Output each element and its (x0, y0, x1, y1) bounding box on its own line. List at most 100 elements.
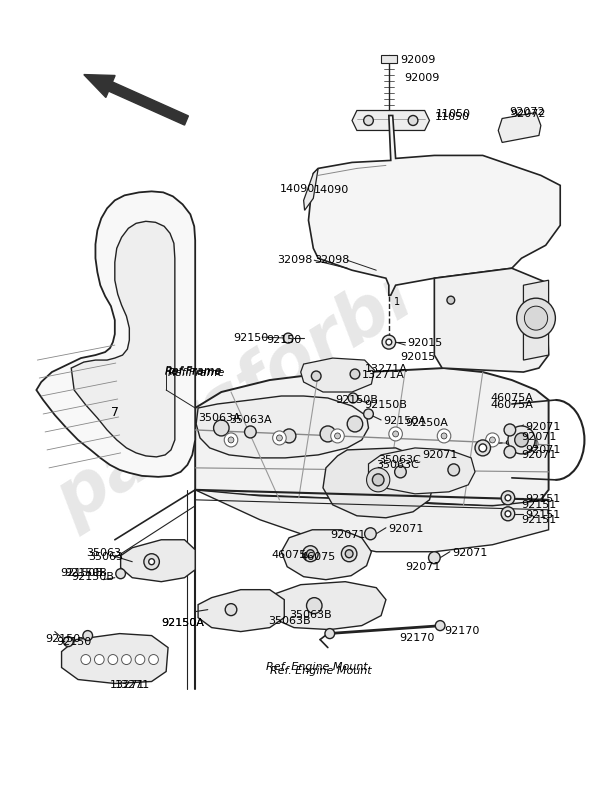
Polygon shape (524, 280, 548, 360)
Circle shape (395, 466, 406, 478)
Text: 35063B: 35063B (289, 610, 332, 620)
Circle shape (505, 495, 511, 501)
Polygon shape (304, 169, 318, 210)
Circle shape (486, 433, 499, 447)
Polygon shape (121, 540, 195, 582)
Polygon shape (62, 634, 168, 683)
Circle shape (504, 424, 516, 436)
Text: Ref.Frame: Ref.Frame (165, 366, 223, 376)
Circle shape (475, 440, 491, 456)
Text: Ref.Frame: Ref.Frame (168, 368, 226, 378)
Text: 13271A: 13271A (362, 370, 405, 380)
Circle shape (408, 116, 418, 125)
FancyArrow shape (84, 74, 188, 125)
Text: 92071: 92071 (521, 450, 557, 460)
Circle shape (276, 435, 282, 441)
Circle shape (515, 433, 528, 447)
Text: 92150B: 92150B (336, 395, 379, 405)
Circle shape (224, 433, 238, 447)
Text: 92150: 92150 (45, 634, 80, 643)
Circle shape (273, 431, 286, 445)
Circle shape (489, 437, 495, 443)
Text: 92150A: 92150A (161, 618, 204, 628)
Circle shape (363, 116, 373, 125)
Circle shape (350, 369, 360, 379)
Circle shape (83, 630, 92, 641)
Circle shape (501, 491, 515, 505)
Circle shape (81, 654, 91, 665)
Circle shape (389, 427, 402, 441)
Circle shape (64, 637, 73, 646)
Circle shape (325, 629, 335, 638)
Circle shape (504, 446, 516, 458)
Circle shape (144, 554, 160, 570)
Polygon shape (37, 192, 195, 477)
Circle shape (148, 654, 158, 665)
Text: 7: 7 (111, 406, 119, 419)
Polygon shape (265, 582, 386, 630)
Text: 92151: 92151 (525, 510, 561, 520)
Polygon shape (195, 490, 548, 552)
Text: 92015: 92015 (407, 338, 442, 348)
Text: 92071: 92071 (521, 432, 557, 442)
Circle shape (501, 507, 515, 521)
Circle shape (435, 621, 445, 630)
Text: 32098: 32098 (315, 255, 350, 265)
Circle shape (441, 433, 447, 439)
Polygon shape (369, 448, 475, 494)
Text: 13271: 13271 (115, 679, 150, 690)
Text: 46075: 46075 (272, 550, 307, 560)
Text: 35063C: 35063C (378, 455, 421, 465)
Text: 92015: 92015 (401, 352, 436, 362)
Circle shape (121, 654, 131, 665)
Text: 92170: 92170 (444, 626, 479, 636)
Circle shape (225, 604, 237, 615)
Circle shape (116, 569, 125, 578)
Text: 92071: 92071 (504, 440, 540, 450)
Polygon shape (195, 368, 548, 506)
Text: 14090: 14090 (315, 185, 349, 196)
Text: 35063A: 35063A (229, 415, 272, 425)
Text: 13271: 13271 (110, 679, 145, 690)
Circle shape (244, 426, 256, 438)
Text: 92009: 92009 (401, 54, 436, 65)
Circle shape (437, 429, 451, 443)
Circle shape (524, 437, 538, 451)
Circle shape (447, 296, 455, 304)
Polygon shape (309, 116, 560, 295)
Circle shape (94, 654, 104, 665)
Circle shape (363, 409, 373, 419)
Circle shape (306, 598, 322, 614)
Circle shape (372, 474, 384, 486)
Circle shape (508, 426, 535, 454)
Circle shape (303, 546, 318, 562)
Text: 46075A: 46075A (491, 393, 534, 403)
Text: 92150B: 92150B (365, 400, 408, 410)
Text: 35063B: 35063B (268, 615, 310, 626)
Polygon shape (71, 221, 175, 457)
Circle shape (108, 654, 118, 665)
Polygon shape (381, 54, 396, 62)
Text: 32098: 32098 (277, 255, 313, 265)
Text: 92151: 92151 (525, 494, 561, 504)
Circle shape (366, 468, 390, 492)
Text: partsforbi: partsforbi (44, 262, 425, 537)
Circle shape (331, 429, 345, 443)
Text: 35063: 35063 (86, 548, 121, 558)
Polygon shape (196, 396, 369, 458)
Polygon shape (498, 113, 541, 142)
Circle shape (347, 416, 363, 432)
Circle shape (382, 335, 396, 349)
Text: 13271A: 13271A (365, 364, 408, 374)
Text: 14090: 14090 (279, 185, 315, 194)
Polygon shape (301, 358, 375, 392)
Text: 92072: 92072 (510, 109, 545, 118)
Text: 92072: 92072 (509, 106, 544, 117)
Text: 92150A: 92150A (161, 618, 204, 628)
Text: Ref. Engine Mount: Ref. Engine Mount (266, 662, 368, 671)
Circle shape (386, 339, 392, 345)
Text: 92150B: 92150B (61, 568, 104, 578)
Circle shape (393, 431, 399, 437)
Circle shape (228, 437, 234, 443)
Polygon shape (434, 268, 548, 372)
